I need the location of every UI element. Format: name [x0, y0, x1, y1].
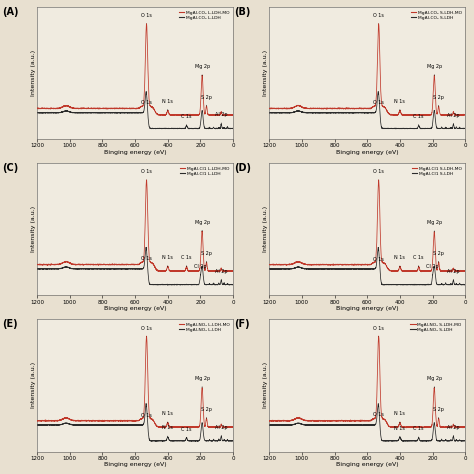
Text: (E): (E): [2, 319, 18, 329]
Text: S 2p: S 2p: [201, 251, 212, 263]
Text: (F): (F): [234, 319, 249, 329]
Legend: MgAl-CO₃ S-LDH-MO, MgAl-CO₃ S-LDH: MgAl-CO₃ S-LDH-MO, MgAl-CO₃ S-LDH: [410, 9, 463, 21]
Text: O 1s: O 1s: [141, 326, 152, 337]
Text: N 1s: N 1s: [162, 411, 173, 423]
Text: Al 2p: Al 2p: [447, 269, 460, 281]
X-axis label: Binging energy (eV): Binging energy (eV): [104, 306, 166, 311]
Legend: MgAl-Cl1 L-LDH-MO, MgAl-Cl1 L-LDH: MgAl-Cl1 L-LDH-MO, MgAl-Cl1 L-LDH: [179, 165, 231, 177]
Text: (B): (B): [234, 7, 250, 17]
Text: S 2p: S 2p: [433, 407, 444, 419]
Legend: MgAl-NO₃ L-LDH-MO, MgAl-NO₃ L-LDH: MgAl-NO₃ L-LDH-MO, MgAl-NO₃ L-LDH: [177, 321, 231, 333]
Legend: MgAl-NO₃ S-LDH-MO, MgAl-NO₃ S-LDH: MgAl-NO₃ S-LDH-MO, MgAl-NO₃ S-LDH: [409, 321, 463, 333]
Text: O 1s: O 1s: [373, 13, 384, 24]
Text: O 1s: O 1s: [141, 169, 152, 180]
Text: S 2p: S 2p: [201, 407, 212, 419]
Text: C 1s: C 1s: [182, 255, 192, 267]
Text: N 1s: N 1s: [394, 99, 405, 110]
Text: C 1s: C 1s: [413, 426, 424, 438]
Text: S 2p: S 2p: [201, 94, 212, 106]
Text: C 1s: C 1s: [413, 255, 424, 267]
Text: N 1s: N 1s: [162, 99, 173, 110]
X-axis label: Binging energy (eV): Binging energy (eV): [336, 306, 399, 311]
Y-axis label: Intensity (a.u.): Intensity (a.u.): [31, 362, 36, 409]
Text: O 1s: O 1s: [141, 249, 152, 261]
Text: Mg 2p: Mg 2p: [427, 220, 442, 232]
Y-axis label: Intensity (a.u.): Intensity (a.u.): [263, 50, 268, 96]
X-axis label: Binging energy (eV): Binging energy (eV): [336, 462, 399, 467]
Text: Mg 2p: Mg 2p: [194, 64, 210, 76]
Text: N 1s: N 1s: [394, 411, 405, 423]
Text: Al 2p: Al 2p: [215, 269, 228, 280]
Text: O 1s: O 1s: [373, 169, 384, 180]
Text: O 1s: O 1s: [141, 13, 152, 24]
Y-axis label: Intensity (a.u.): Intensity (a.u.): [31, 50, 36, 96]
Text: (D): (D): [234, 163, 251, 173]
Legend: MgAl-Cl1 S-LDH-MO, MgAl-Cl1 S-LDH: MgAl-Cl1 S-LDH-MO, MgAl-Cl1 S-LDH: [410, 165, 463, 177]
Text: O 1s: O 1s: [373, 94, 384, 105]
X-axis label: Binging energy (eV): Binging energy (eV): [104, 150, 166, 155]
Text: O 1s: O 1s: [373, 326, 384, 337]
Text: S 2p: S 2p: [433, 251, 444, 263]
Text: (C): (C): [2, 163, 18, 173]
Text: O 1s: O 1s: [141, 94, 152, 105]
Text: Al 2p: Al 2p: [215, 112, 228, 124]
Text: Al 2p: Al 2p: [447, 425, 460, 437]
Text: Al 2p: Al 2p: [447, 113, 460, 124]
Text: O 1s: O 1s: [373, 406, 384, 417]
Legend: MgAl-CO₃ L-LDH-MO, MgAl-CO₃ L-LDH: MgAl-CO₃ L-LDH-MO, MgAl-CO₃ L-LDH: [178, 9, 231, 21]
Y-axis label: Intensity (a.u.): Intensity (a.u.): [263, 362, 268, 409]
Text: Cl 2p: Cl 2p: [194, 264, 207, 275]
Text: N 1s: N 1s: [394, 255, 405, 267]
Text: N 1s: N 1s: [162, 255, 173, 267]
Text: (A): (A): [2, 7, 18, 17]
Text: C 1s: C 1s: [182, 114, 192, 126]
Text: O 1s: O 1s: [141, 406, 152, 418]
X-axis label: Binging energy (eV): Binging energy (eV): [104, 462, 166, 467]
Text: Al 2p: Al 2p: [215, 425, 228, 437]
Text: Mg 2p: Mg 2p: [427, 64, 442, 76]
X-axis label: Binging energy (eV): Binging energy (eV): [336, 150, 399, 155]
Text: S 2p: S 2p: [433, 95, 444, 106]
Text: N 1s: N 1s: [394, 426, 405, 437]
Text: O 1s: O 1s: [373, 250, 384, 262]
Y-axis label: Intensity (a.u.): Intensity (a.u.): [263, 206, 268, 252]
Text: Mg 2p: Mg 2p: [427, 376, 442, 388]
Text: C 1s: C 1s: [182, 427, 192, 438]
Y-axis label: Intensity (a.u.): Intensity (a.u.): [31, 206, 36, 252]
Text: Mg 2p: Mg 2p: [194, 219, 210, 231]
Text: N 1s: N 1s: [162, 426, 173, 437]
Text: Mg 2p: Mg 2p: [194, 376, 210, 388]
Text: C 1s: C 1s: [413, 114, 424, 126]
Text: Cl 2p: Cl 2p: [426, 264, 439, 275]
